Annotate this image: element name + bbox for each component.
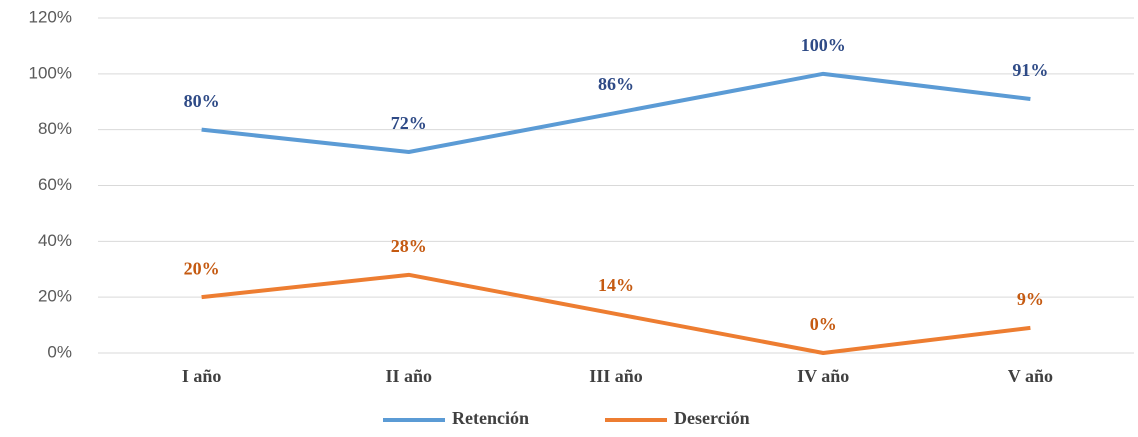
x-tick-label: V año	[1008, 366, 1053, 386]
y-tick-label: 0%	[47, 342, 72, 361]
y-tick-label: 80%	[38, 119, 72, 138]
data-label: 100%	[801, 35, 846, 55]
x-tick-label: III año	[589, 366, 643, 386]
data-label: 0%	[810, 314, 837, 334]
series-line	[201, 71, 1031, 154]
y-tick-label: 60%	[38, 175, 72, 194]
data-label: 20%	[184, 258, 220, 278]
data-label: 80%	[184, 91, 220, 111]
y-tick-label: 40%	[38, 231, 72, 250]
series-line	[201, 272, 1031, 355]
data-label: 72%	[391, 113, 427, 133]
data-label: 9%	[1017, 289, 1044, 309]
legend-label: Retención	[452, 408, 529, 428]
data-label: 14%	[598, 275, 634, 295]
x-tick-label: IV año	[797, 366, 849, 386]
x-tick-label: I año	[182, 366, 222, 386]
y-tick-label: 20%	[38, 287, 72, 306]
data-label: 86%	[598, 74, 634, 94]
data-label: 91%	[1012, 60, 1048, 80]
legend-label: Deserción	[674, 408, 750, 428]
y-tick-label: 120%	[29, 7, 72, 26]
x-tick-label: II año	[386, 366, 433, 386]
data-label: 28%	[391, 236, 427, 256]
y-tick-label: 100%	[29, 63, 72, 82]
